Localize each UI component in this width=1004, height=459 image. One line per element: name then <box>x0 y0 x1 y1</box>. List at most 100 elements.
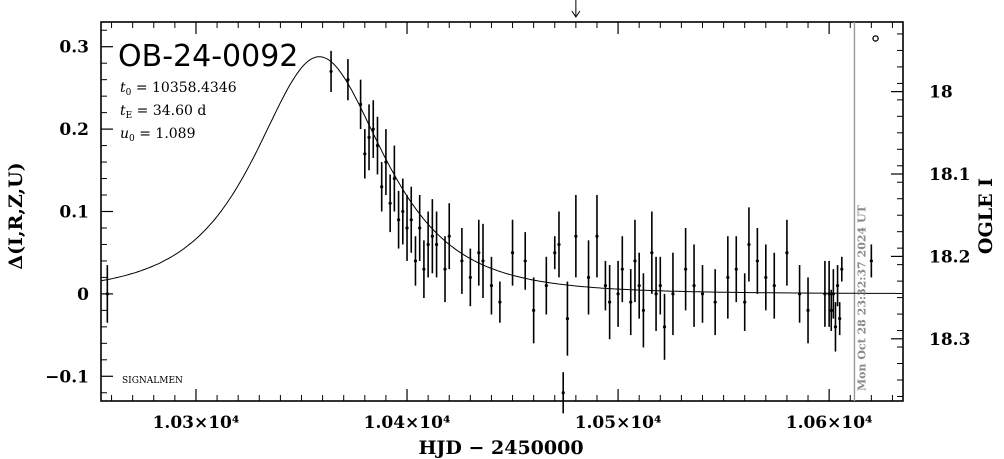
data-point <box>413 259 418 263</box>
data-point <box>755 259 759 263</box>
data-point <box>371 127 375 131</box>
event-arrow-head <box>571 10 581 18</box>
param-tE: tE = 34.60 d <box>120 103 206 121</box>
data-point <box>553 251 557 255</box>
data-point <box>447 234 451 238</box>
data-point <box>616 292 620 296</box>
x-tick-label: 1.03×10⁴ <box>153 413 240 433</box>
y-tick-label: 0.3 <box>59 38 89 58</box>
data-point <box>329 69 333 74</box>
param-u0-symbol: u <box>120 126 129 142</box>
data-point <box>418 226 422 230</box>
data-point <box>835 284 840 288</box>
param-u0-sub: 0 <box>129 134 135 144</box>
param-tE-value: 34.60 d <box>153 103 207 119</box>
data-point <box>650 251 654 255</box>
data-point <box>380 185 384 189</box>
param-t0-symbol: t <box>120 80 126 96</box>
data-point <box>726 275 730 280</box>
data-point <box>384 160 388 164</box>
data-point <box>838 317 842 321</box>
y-right-tick-label: 18.2 <box>929 247 970 267</box>
data-point <box>565 317 570 321</box>
data-point <box>831 292 835 296</box>
data-point <box>358 102 363 106</box>
y-axis-title: Δ(I,R,Z,U) <box>5 162 27 269</box>
param-tE-symbol: t <box>120 103 126 119</box>
data-point <box>481 259 485 263</box>
data-point <box>409 218 413 222</box>
data-point <box>869 259 873 263</box>
data-point <box>561 391 565 395</box>
data-point <box>363 152 367 156</box>
data-point <box>498 300 502 304</box>
data-point <box>434 242 439 247</box>
data-point <box>460 259 464 263</box>
param-t0-sub: 0 <box>126 88 132 98</box>
data-point <box>468 275 472 280</box>
data-point <box>595 234 599 238</box>
data-point <box>827 292 831 296</box>
data-point <box>700 292 705 296</box>
data-point <box>692 284 696 288</box>
data-point <box>392 176 396 181</box>
data-point <box>375 143 380 148</box>
data-point <box>557 242 561 247</box>
x-axis-title: HJD − 2450000 <box>418 437 583 459</box>
axis-ticks: 1.03×10⁴ 1.04×10⁴ 1.05×10⁴ 1.06×10⁴ 0.3 0.2 0.… <box>45 22 970 433</box>
data-point <box>510 251 515 255</box>
data-point <box>829 308 833 312</box>
data-point <box>806 308 810 312</box>
data-point <box>422 267 426 271</box>
data-point <box>401 209 405 214</box>
data-point <box>586 275 591 280</box>
legend-text: SIGNALMEN <box>122 376 183 386</box>
data-point <box>797 292 802 296</box>
data-point <box>523 259 527 263</box>
param-u0-value: 1.089 <box>155 126 195 142</box>
data-point <box>734 267 738 271</box>
data-point <box>833 325 838 329</box>
y-tick-label: 0 <box>77 285 89 305</box>
y-right-tick-label: 18.3 <box>929 330 970 350</box>
data-point <box>785 251 789 255</box>
param-tE-sub: E <box>126 111 133 121</box>
data-point <box>443 267 447 271</box>
param-t0-value: 10358.4346 <box>152 80 237 96</box>
y-right-tick-label: 18.1 <box>929 165 970 185</box>
y-right-tick-label: 18 <box>929 83 953 103</box>
data-point <box>764 275 768 280</box>
x-tick-label: 1.04×10⁴ <box>364 413 451 433</box>
data-point <box>823 292 827 296</box>
data-point <box>346 78 350 82</box>
y-right-axis-title: OGLE I <box>975 178 997 254</box>
marker-dot <box>872 35 879 42</box>
data-points <box>105 50 873 414</box>
data-point <box>532 308 536 312</box>
timestamp-label: Mon Oct 28 23:32:37 2024 UT <box>855 204 868 391</box>
x-tick-label: 1.05×10⁴ <box>575 413 662 433</box>
data-point <box>633 259 637 263</box>
data-point <box>684 267 688 271</box>
data-point <box>840 267 844 271</box>
data-point <box>603 284 608 288</box>
data-point <box>388 201 392 205</box>
data-point <box>608 300 612 304</box>
data-point <box>620 267 624 271</box>
y-tick-label: −0.1 <box>45 367 89 387</box>
data-point <box>671 292 675 296</box>
data-point <box>637 284 641 288</box>
data-point <box>396 218 401 222</box>
data-point <box>629 300 633 304</box>
data-point <box>641 308 646 312</box>
data-point <box>772 284 776 288</box>
data-point <box>430 234 434 238</box>
data-point <box>426 242 430 247</box>
param-t0: t0 = 10358.4346 <box>120 80 237 98</box>
y-tick-label: 0.2 <box>59 120 89 140</box>
y-tick-label: 0.1 <box>59 203 89 223</box>
data-point <box>574 234 578 238</box>
data-point <box>662 325 667 329</box>
data-point <box>544 284 548 288</box>
